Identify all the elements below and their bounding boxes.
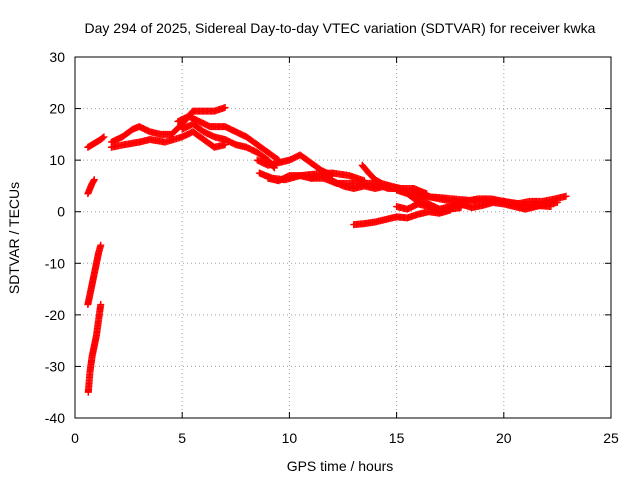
data-point (562, 192, 570, 200)
y-tick-label: -10 (45, 255, 65, 271)
tick-marks (74, 56, 612, 419)
y-axis-label: SDTVAR / TECUs (6, 182, 22, 294)
data-point (99, 134, 107, 142)
data-point (90, 176, 98, 184)
x-tick-label: 25 (603, 430, 619, 446)
data-point (97, 241, 105, 249)
y-tick-label: 10 (49, 152, 65, 168)
x-tick-label: 10 (282, 430, 298, 446)
y-tick-labels: -40 -30 -20 -10 0 10 20 30 (45, 49, 65, 426)
y-tick-label: -40 (45, 410, 65, 426)
series-mid-arc-1 (253, 151, 336, 180)
series-late-arc-5 (414, 192, 555, 211)
data-point (97, 301, 105, 309)
chart-title: Day 294 of 2025, Sidereal Day-to-day VTE… (85, 20, 596, 36)
series-early-arc-3 (84, 176, 98, 198)
data-point (547, 203, 555, 211)
series-late-arc-4 (393, 200, 465, 216)
data-point (90, 177, 98, 185)
y-tick-label: 0 (57, 204, 65, 220)
series-late-arc-3 (350, 206, 454, 229)
x-tick-labels: 0 5 10 15 20 25 (71, 430, 619, 446)
data-point (221, 104, 229, 112)
series-early-arc-2 (84, 241, 105, 309)
x-tick-label: 5 (178, 430, 186, 446)
y-tick-label: 20 (49, 101, 65, 117)
plot-frame (74, 56, 612, 419)
data-point (553, 198, 561, 206)
x-tick-label: 20 (496, 430, 512, 446)
series-main-arc-3 (174, 112, 283, 164)
data-points (84, 104, 570, 396)
data-point (457, 204, 465, 212)
x-axis-label: GPS time / hours (287, 458, 394, 474)
series-main-arc-2 (107, 128, 229, 151)
y-tick-label: -30 (45, 358, 65, 374)
y-tick-label: -20 (45, 307, 65, 323)
data-point (100, 133, 108, 141)
series-early-arc-1 (84, 301, 105, 396)
y-tick-label: 30 (49, 49, 65, 65)
x-tick-label: 0 (71, 430, 79, 446)
grid-lines (75, 57, 611, 418)
x-tick-label: 15 (389, 430, 405, 446)
series-early-arc-4 (84, 133, 108, 151)
